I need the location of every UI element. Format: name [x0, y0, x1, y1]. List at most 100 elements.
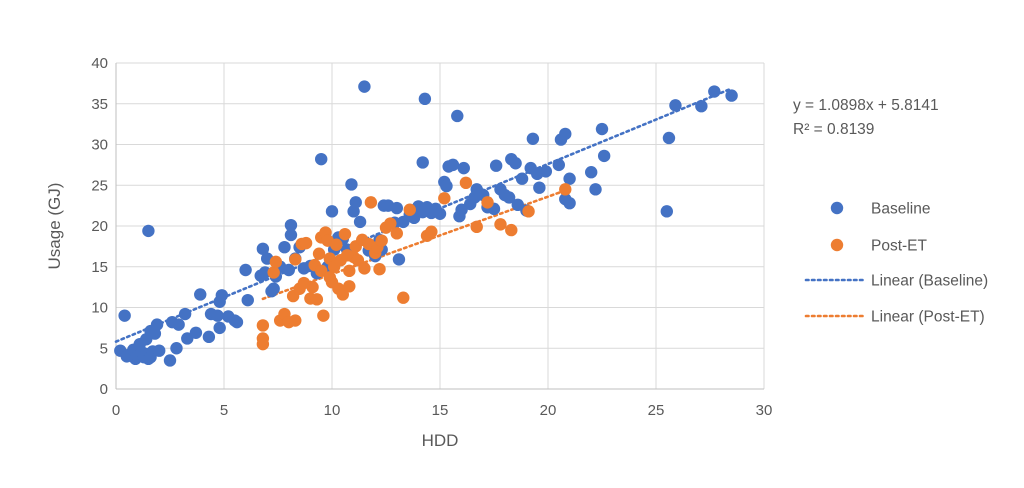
y-tick-label: 40 [91, 55, 108, 72]
baseline-point [170, 342, 183, 355]
baseline-point [457, 161, 470, 175]
post-et-point [256, 319, 270, 332]
post-et-point [317, 309, 330, 322]
baseline-point [502, 191, 516, 204]
baseline-point [418, 92, 432, 106]
baseline-point [282, 263, 295, 277]
legend-label: Baseline [871, 201, 930, 218]
baseline-point [284, 228, 298, 242]
trendline-equation: y = 1.0898x + 5.8141 [793, 97, 939, 114]
post-et-point [494, 218, 507, 231]
post-et-point [267, 266, 280, 279]
legend-label: Linear (Post-ET) [871, 309, 985, 326]
baseline-point [695, 99, 708, 113]
baseline-point [552, 158, 565, 172]
baseline-point [172, 318, 185, 331]
y-tick-label: 35 [91, 96, 108, 113]
baseline-point [153, 344, 166, 357]
baseline-point [278, 240, 291, 254]
x-tick-label: 0 [112, 402, 120, 419]
baseline-point [215, 289, 229, 302]
baseline-point [349, 196, 362, 209]
baseline-point [189, 326, 203, 339]
baseline-point [325, 205, 339, 218]
baseline-point [148, 327, 162, 340]
post-et-point [358, 262, 371, 275]
post-et-point [289, 253, 302, 266]
data-points [114, 80, 738, 367]
baseline-point [509, 157, 522, 170]
post-et-point [338, 227, 352, 241]
baseline-point [353, 215, 367, 229]
legend-label: Post-ET [871, 238, 928, 255]
baseline-point [589, 183, 602, 196]
y-tick-label: 20 [91, 218, 108, 235]
post-et-point [269, 255, 283, 269]
baseline-point [194, 288, 207, 301]
baseline-point [597, 149, 611, 163]
y-tick-label: 25 [91, 177, 108, 194]
baseline-point [258, 266, 272, 279]
legend-marker [830, 238, 844, 252]
baseline-point [708, 85, 721, 98]
x-tick-label: 30 [756, 402, 773, 419]
legend-label: Linear (Baseline) [871, 273, 988, 290]
baseline-point [515, 172, 529, 185]
post-et-point [289, 314, 302, 327]
post-et-point [343, 280, 356, 293]
baseline-point [202, 330, 216, 344]
post-et-point [323, 271, 337, 284]
baseline-point [526, 132, 540, 145]
series-baseline [114, 80, 738, 367]
baseline-point [563, 196, 576, 210]
baseline-point [178, 307, 192, 321]
post-et-point [505, 223, 518, 237]
baseline-point [416, 156, 429, 169]
axes: 0 5 10 15 20 25 30 0 5 10 15 20 25 30 35 40 [91, 55, 772, 419]
baseline-point [345, 178, 358, 191]
x-tick-label: 10 [324, 402, 341, 419]
x-tick-label: 25 [648, 402, 665, 419]
baseline-point [315, 152, 328, 166]
baseline-point [725, 89, 738, 102]
y-tick-label: 0 [100, 381, 108, 398]
post-et-point [299, 236, 313, 250]
post-et-point [373, 262, 386, 276]
x-tick-label: 5 [220, 402, 228, 419]
baseline-point [241, 293, 254, 307]
post-et-point [343, 264, 356, 278]
post-et-point [384, 217, 397, 230]
legend: Baseline Post-ET Linear (Baseline) Linear (… [804, 201, 988, 326]
baseline-point [284, 218, 298, 232]
baseline-point [669, 99, 682, 112]
y-tick-label: 5 [100, 340, 108, 357]
baseline-point [585, 166, 598, 179]
post-et-point [481, 196, 494, 209]
baseline-point [163, 354, 177, 367]
baseline-point [239, 263, 252, 277]
post-et-point [438, 192, 451, 205]
baseline-point [563, 172, 576, 185]
post-et-point [315, 264, 328, 278]
baseline-point [433, 207, 447, 220]
baseline-point [267, 282, 280, 295]
baseline-point [213, 321, 226, 335]
baseline-point [118, 309, 131, 322]
post-et-point [330, 238, 343, 251]
baseline-point [440, 179, 453, 193]
post-et-point [297, 276, 311, 290]
x-axis-title: HDD [422, 431, 459, 450]
legend-item: Linear (Post-ET) [804, 309, 985, 326]
legend-marker [830, 201, 844, 215]
post-et-point [397, 291, 410, 304]
post-et-point [390, 227, 403, 240]
baseline-point [660, 205, 673, 218]
post-et-point [425, 225, 438, 238]
baseline-point [392, 253, 406, 266]
post-et-point [459, 176, 473, 190]
y-tick-label: 15 [91, 259, 108, 276]
x-tick-label: 20 [540, 402, 557, 419]
post-et-point [310, 293, 324, 306]
post-et-point [256, 337, 270, 351]
